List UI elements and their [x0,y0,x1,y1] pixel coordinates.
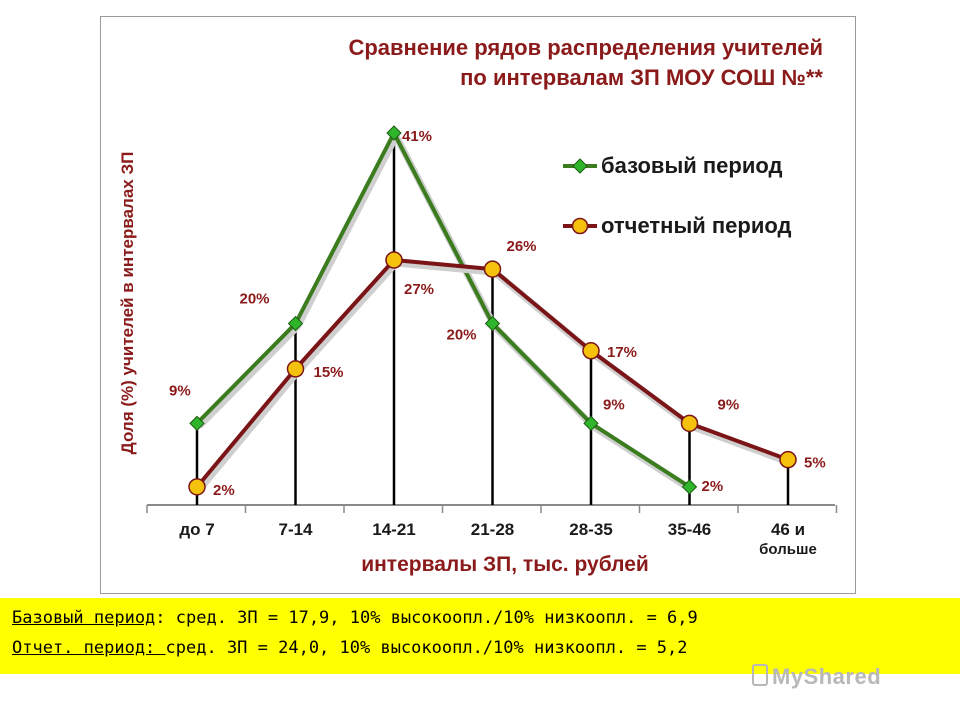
data-label-base: 9% [169,382,191,399]
data-label-base: 20% [240,291,270,308]
x-tick-label: 7-14 [278,520,313,539]
data-label-base: 9% [603,396,625,413]
marker-report-circle [680,414,699,433]
legend-marker-diamond [572,158,588,174]
data-label-base: 41% [402,128,432,145]
data-label-base: 20% [447,327,477,344]
watermark-icon [752,664,768,686]
series-line-shadow [196,132,694,493]
marker-report-circle [779,450,797,469]
marker-report-circle [483,260,502,278]
legend-marker-circle [571,217,589,235]
x-tick-label: 46 и [771,520,805,539]
x-tick-label: больше [759,541,817,558]
marker-base-diamond [386,125,402,141]
marker-base-diamond [681,479,698,495]
chart-frame: Сравнение рядов распределения учителей п… [100,16,856,594]
chart-svg: Сравнение рядов распределения учителей п… [118,35,838,576]
marker-base-diamond [484,315,501,332]
marker-report-circle [582,342,600,360]
marker-base-diamond [189,415,205,432]
x-axis-label: интервалы ЗП, тыс. рублей [361,553,649,576]
summary-report-key: Отчет. период: [12,638,166,658]
plot-layer: до 7 7-14 14-21 21-28 28-35 35-46 46 и больше 9%… [146,125,838,558]
marker-report-circle [188,478,206,496]
summary-line-report: Отчет. период: сред. ЗП = 24,0, 10% высо… [12,638,688,658]
legend-label: отчетный период [601,213,792,238]
y-axis-label: Доля (%) учителей в интервалах ЗП [118,152,137,455]
x-tick-label: 28-35 [569,520,612,539]
marker-report-circle [385,251,403,269]
x-tick-label: 35-46 [668,520,711,539]
data-label-report: 5% [804,455,826,472]
summary-box: Базовый период: сред. ЗП = 17,9, 10% выс… [0,598,960,674]
data-label-base: 2% [702,478,724,495]
data-label-report: 17% [607,344,637,361]
data-label-report: 27% [404,281,434,298]
summary-base-text: : сред. ЗП = 17,9, 10% высокоопл./10% ни… [155,608,698,628]
x-tick-label: 14-21 [372,520,415,539]
series-line-base [195,131,691,489]
data-label-report: 9% [718,396,740,413]
summary-base-key: Базовый период [12,608,156,628]
x-tick-label: 21-28 [471,520,514,539]
x-tick-label: до 7 [179,520,214,539]
marker-base-diamond [583,415,599,432]
marker-report-circle [286,360,305,378]
legend-label: базовый период [601,153,783,178]
chart-title-line2: по интервалам ЗП МОУ СОШ №** [460,65,823,90]
chart-title-line1: Сравнение рядов распределения учителей [348,35,823,60]
summary-report-text: сред. ЗП = 24,0, 10% высокоопл./10% низк… [165,638,688,658]
marker-base-diamond [287,315,304,332]
data-label-report: 15% [314,364,344,381]
watermark: MyShared [772,664,882,689]
data-label-report: 2% [213,482,235,499]
data-label-report: 26% [507,238,537,255]
summary-line-base: Базовый период: сред. ЗП = 17,9, 10% выс… [12,608,698,628]
